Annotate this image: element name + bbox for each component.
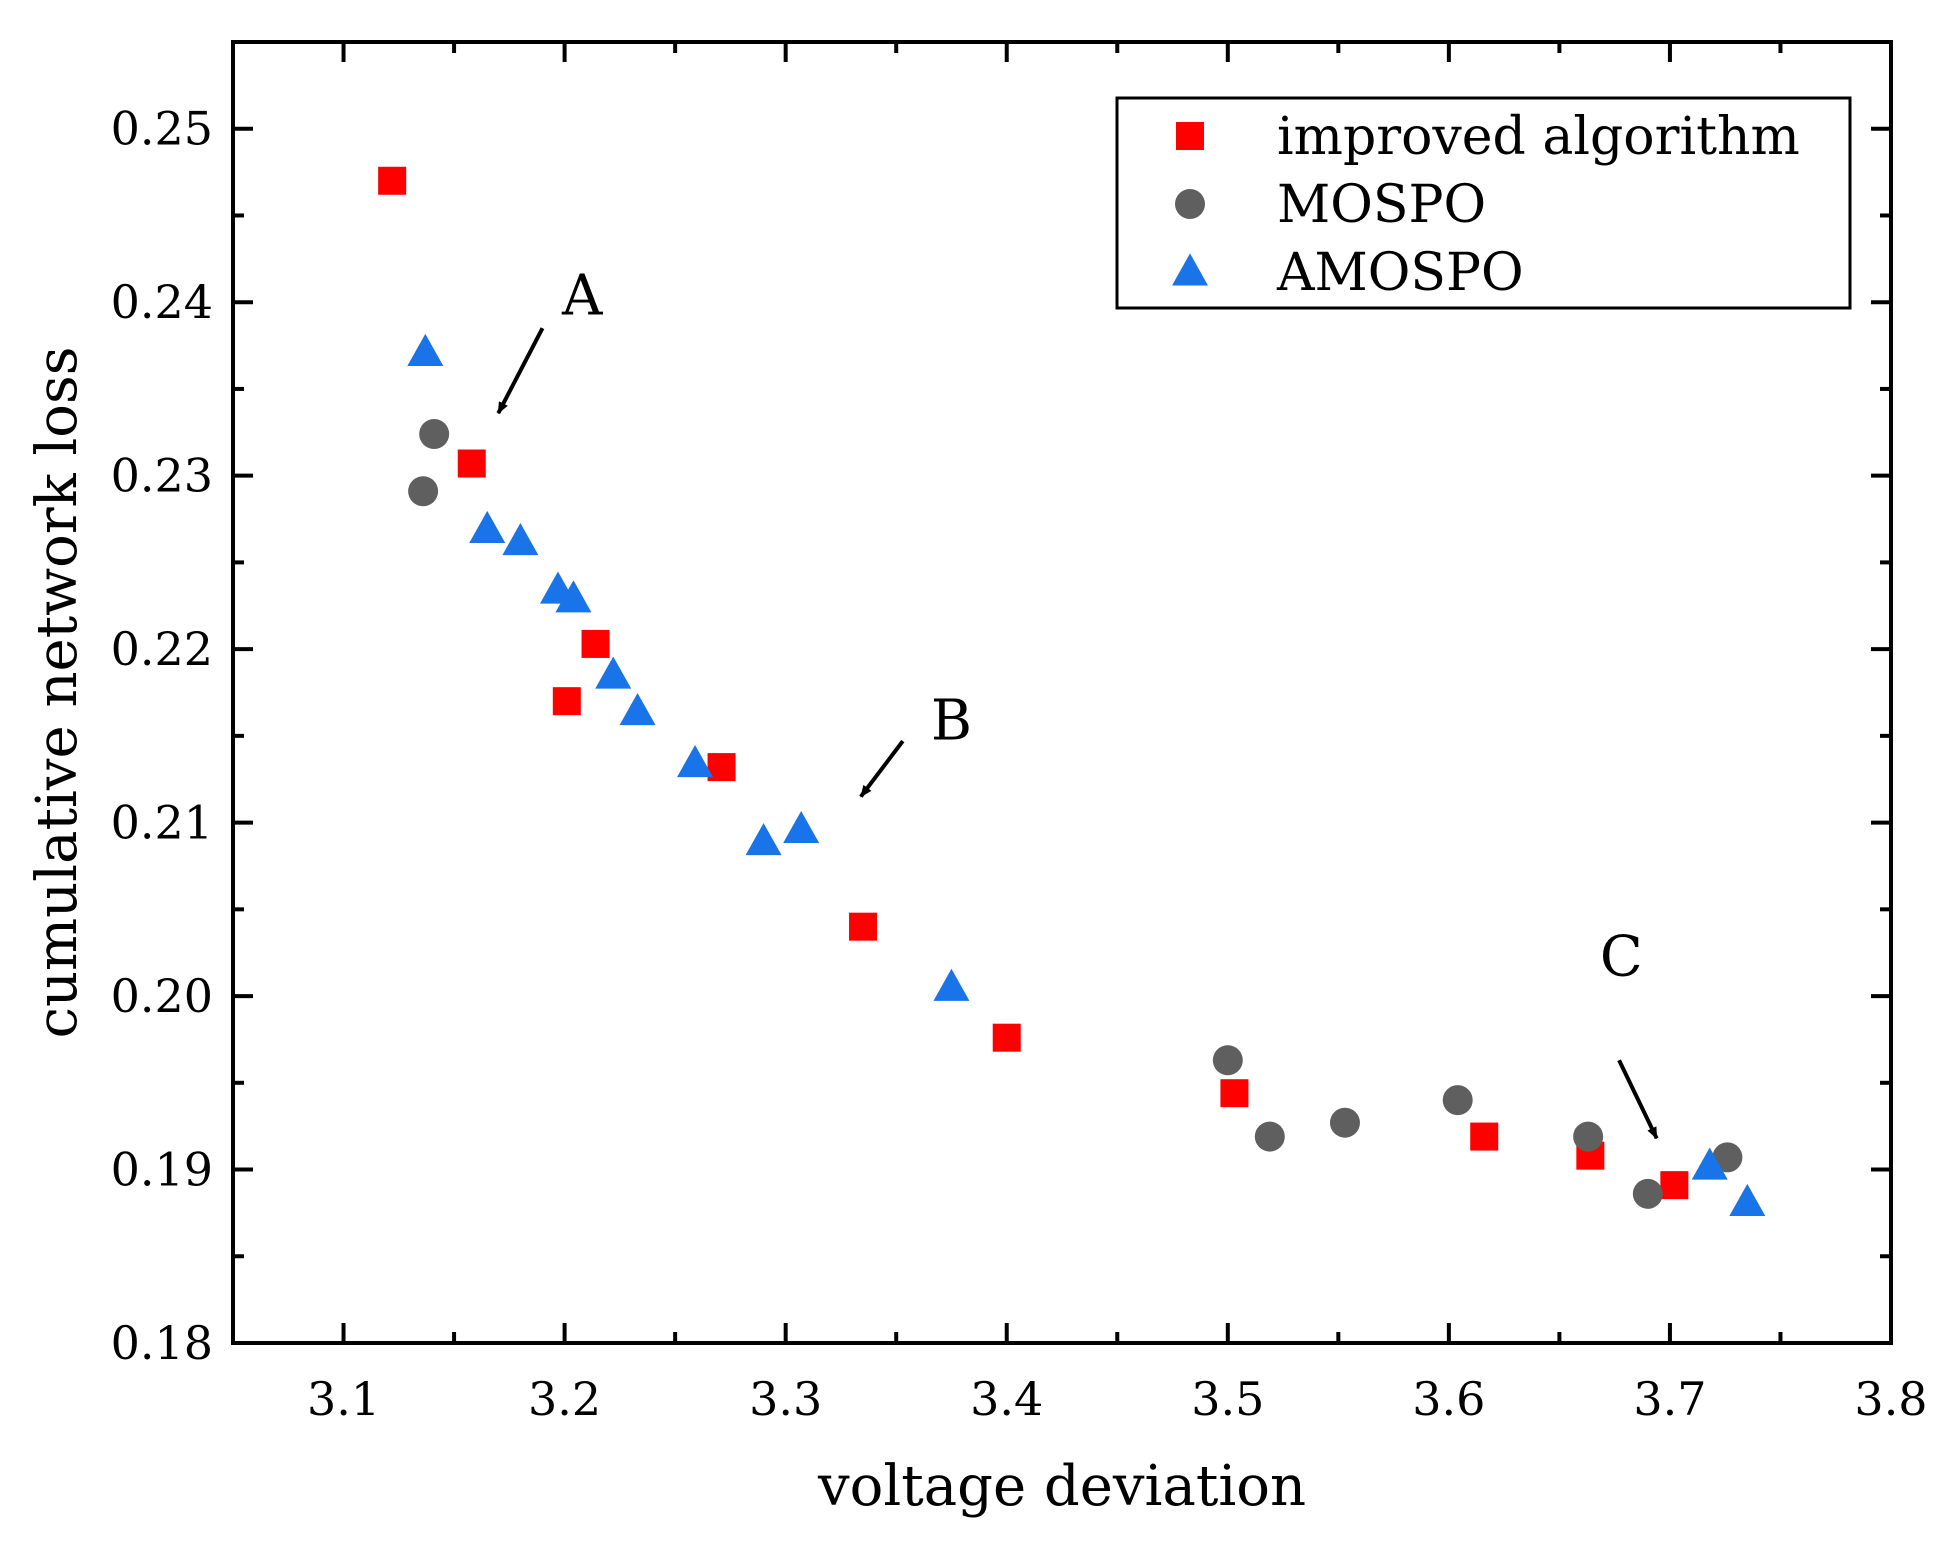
x-tick-label: 3.1 — [307, 1372, 380, 1426]
x-tick-label: 3.7 — [1633, 1372, 1706, 1426]
mospo-point — [1212, 1045, 1243, 1076]
improved-algorithm-point — [849, 912, 878, 941]
improved-algorithm-point — [552, 687, 581, 716]
annotation-label: A — [561, 263, 603, 328]
amospo-point — [677, 745, 714, 778]
legend-marker-circle — [1175, 189, 1205, 219]
legend-marker-triangle — [1172, 253, 1208, 286]
mospo-point — [1573, 1121, 1604, 1152]
legend: improved algorithm MOSPO AMOSPO — [1115, 96, 1852, 310]
annotations: A B C — [496, 263, 1659, 1140]
mospo-point — [1329, 1107, 1360, 1138]
x-axis-title: voltage deviation — [817, 1454, 1306, 1519]
annotation-arrow — [859, 739, 905, 798]
amospo-point — [1691, 1147, 1728, 1180]
legend-label: AMOSPO — [1276, 243, 1524, 303]
legend-label: MOSPO — [1277, 175, 1486, 235]
improved-algorithm-point — [457, 449, 486, 478]
x-tick-label: 3.3 — [749, 1372, 822, 1426]
axis-ticks: 3.1 3.2 3.3 3.4 3.5 3.6 3.7 3.8 0.18 0.19 0.20 0.21… — [111, 42, 1928, 1426]
amospo-point — [745, 823, 782, 856]
amospo-point — [1729, 1183, 1766, 1216]
amospo-point — [783, 810, 820, 844]
improved-algorithm-point — [378, 166, 407, 195]
amospo-point — [595, 656, 632, 689]
y-tick-label: 0.22 — [111, 622, 213, 676]
improved-algorithm-point — [992, 1023, 1021, 1052]
annotation-label: C — [1600, 924, 1643, 989]
legend-marker-square — [1176, 122, 1204, 150]
legend-items: improved algorithm MOSPO AMOSPO — [1172, 107, 1800, 303]
y-tick-label: 0.24 — [111, 275, 213, 329]
legend-label: improved algorithm — [1277, 107, 1800, 167]
x-tick-label: 3.4 — [970, 1372, 1043, 1426]
x-tick-label: 3.8 — [1854, 1372, 1927, 1426]
y-tick-label: 0.23 — [111, 449, 213, 503]
improved-algorithm-point — [1470, 1122, 1499, 1151]
mospo-point — [419, 419, 450, 450]
improved-algorithm-point — [1220, 1079, 1249, 1108]
y-axis-title: cumulative network loss — [25, 347, 90, 1039]
legend-box — [1115, 96, 1852, 310]
mospo-point — [408, 476, 439, 507]
mospo-point — [1442, 1085, 1473, 1116]
annotation-arrow — [496, 327, 545, 415]
data-points — [378, 166, 1766, 1216]
y-tick-label: 0.25 — [111, 102, 213, 156]
amospo-point — [619, 692, 656, 726]
amospo-point — [469, 510, 506, 543]
amospo-point — [407, 333, 444, 367]
y-tick-label: 0.21 — [111, 796, 213, 850]
mospo-point — [1632, 1178, 1663, 1209]
mospo-point — [1712, 1142, 1743, 1173]
improved-algorithm-point — [1660, 1171, 1689, 1200]
amospo-point — [933, 968, 970, 1001]
x-tick-label: 3.2 — [528, 1372, 601, 1426]
amospo-point — [555, 580, 592, 613]
amospo-point — [502, 522, 539, 556]
annotation-label: B — [931, 688, 972, 753]
y-tick-label: 0.19 — [111, 1143, 213, 1197]
x-tick-label: 3.5 — [1191, 1372, 1264, 1426]
plot-area-frame — [231, 40, 1893, 1345]
x-tick-label: 3.6 — [1412, 1372, 1485, 1426]
y-tick-label: 0.20 — [111, 969, 213, 1023]
y-tick-label: 0.18 — [111, 1316, 213, 1370]
annotation-arrow — [1617, 1059, 1659, 1140]
improved-algorithm-point — [581, 629, 610, 658]
mospo-point — [1254, 1121, 1285, 1152]
